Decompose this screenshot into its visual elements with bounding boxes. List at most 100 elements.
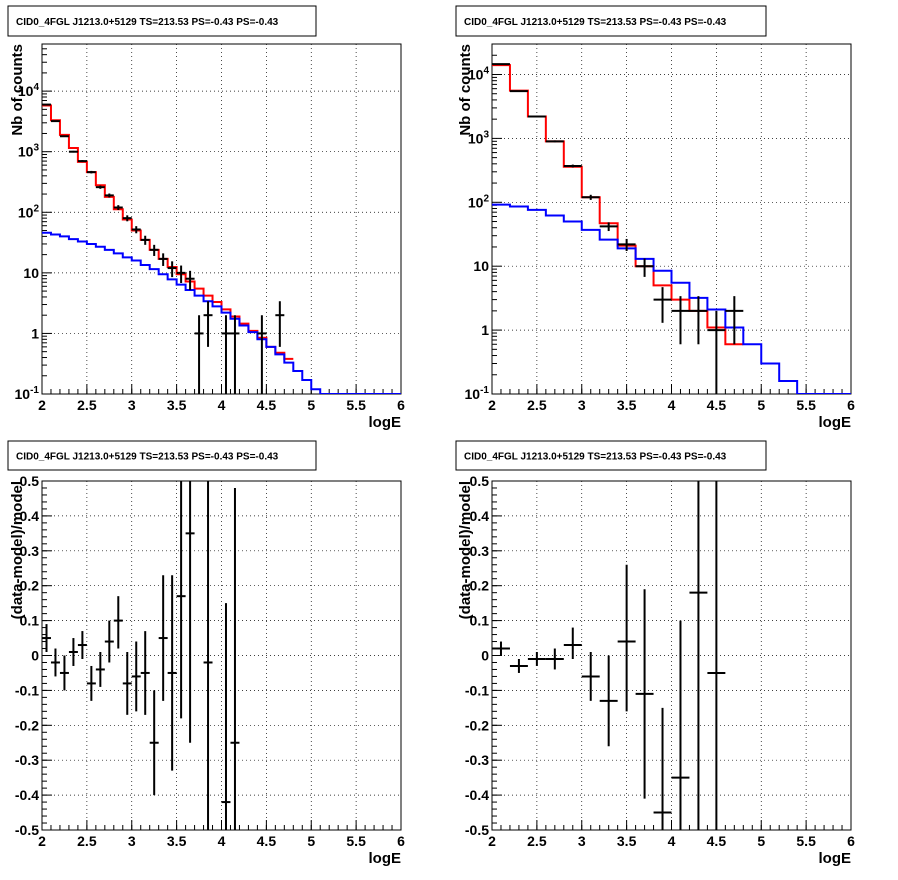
x-tick-label: 2 (38, 397, 46, 413)
y-tick-label: -0.4 (465, 787, 489, 803)
series-background-line (492, 203, 851, 394)
title-box (7, 5, 317, 37)
chart-title: CID0_4FGL J1213.0+5129 TS=213.53 PS=-0.4… (464, 17, 727, 28)
y-tick-label: 0 (31, 648, 39, 664)
chart-title: CID0_4FGL J1213.0+5129 TS=213.53 PS=-0.4… (16, 17, 279, 28)
y-tick-label: 10 (23, 265, 39, 281)
y-tick-label: -0.2 (15, 717, 39, 733)
title-box (7, 440, 317, 471)
y-tick-label: 102 (18, 203, 40, 220)
x-axis-title: logE (819, 414, 852, 431)
x-tick-label: 3.5 (167, 833, 187, 849)
y-tick-label: 103 (18, 143, 40, 160)
series-background-line (42, 231, 401, 394)
y-tick-label: 104 (18, 82, 40, 99)
x-tick-label: 4.5 (707, 833, 727, 849)
y-axis-title: (data-model)/model (9, 481, 26, 619)
x-tick-label: 3 (128, 833, 136, 849)
y-tick-label: 103 (468, 129, 490, 146)
y-tick-label: 0.2 (20, 578, 40, 594)
y-tick-label: 10-1 (465, 385, 490, 402)
x-tick-label: 4.5 (257, 397, 277, 413)
chart-title: CID0_4FGL J1213.0+5129 TS=213.53 PS=-0.4… (464, 452, 727, 463)
x-tick-label: 6 (847, 833, 855, 849)
y-tick-label: 1 (31, 325, 39, 341)
x-tick-label: 5.5 (796, 397, 816, 413)
x-tick-label: 5 (307, 833, 315, 849)
x-tick-label: 2.5 (77, 397, 97, 413)
x-tick-label: 3 (578, 397, 586, 413)
plot-area (492, 481, 726, 830)
x-tick-label: 5 (307, 397, 315, 413)
y-axis-title: Nb of counts (457, 44, 474, 136)
x-tick-label: 3.5 (617, 833, 637, 849)
x-tick-label: 4 (668, 397, 676, 413)
y-tick-label: 10-1 (15, 385, 40, 402)
y-tick-label: -0.2 (465, 717, 489, 733)
y-tick-label: 0.3 (470, 543, 490, 559)
series-total-line (42, 104, 294, 360)
x-tick-label: 4 (218, 833, 226, 849)
x-tick-label: 2 (488, 397, 496, 413)
x-tick-label: 2.5 (527, 397, 547, 413)
y-tick-label: -0.4 (15, 787, 39, 803)
plot-area (42, 103, 401, 394)
y-tick-label: 0 (481, 648, 489, 664)
x-tick-label: 3 (578, 833, 586, 849)
y-axis-title: Nb of counts (9, 44, 26, 136)
x-tick-label: 2.5 (77, 833, 97, 849)
x-tick-label: 3.5 (167, 397, 187, 413)
x-tick-label: 6 (397, 833, 405, 849)
x-axis-title: logE (369, 850, 402, 867)
x-tick-label: 4 (218, 397, 226, 413)
y-tick-label: 0.3 (20, 543, 40, 559)
x-tick-label: 6 (847, 397, 855, 413)
x-tick-label: 5.5 (346, 397, 366, 413)
x-tick-label: 2.5 (527, 833, 547, 849)
chart-panel-3: 2 2.5 3 3.5 4 4.5 5 5.5 6 -0.5 -0.4 -0.3 -0.2 -0.1 0 0.… (7, 440, 405, 867)
y-tick-label: 0.1 (20, 613, 40, 629)
plot-area (42, 481, 240, 830)
chart-panel-1: 2 2.5 3 3.5 4 4.5 5 5.5 6 10-1 1 10 102 103 104 logE Nb … (7, 5, 405, 431)
x-tick-label: 5.5 (796, 833, 816, 849)
x-tick-label: 4.5 (257, 833, 277, 849)
x-tick-label: 3.5 (617, 397, 637, 413)
y-tick-label: 0.4 (20, 508, 40, 524)
chart-title: CID0_4FGL J1213.0+5129 TS=213.53 PS=-0.4… (16, 452, 279, 463)
title-box (455, 5, 767, 37)
y-tick-label: -0.5 (465, 822, 489, 838)
y-tick-label: 0.2 (470, 578, 490, 594)
chart-panel-4: 2 2.5 3 3.5 4 4.5 5 5.5 6 -0.5 -0.4 -0.3 -0.2 -0.1 0 0.… (455, 440, 855, 867)
x-tick-label: 4.5 (707, 397, 727, 413)
plot-area (492, 63, 851, 394)
y-tick-label: 0.4 (470, 508, 490, 524)
x-tick-label: 2 (488, 833, 496, 849)
x-axis-title: logE (369, 414, 402, 431)
x-tick-label: 5 (757, 397, 765, 413)
y-tick-label: -0.1 (465, 682, 489, 698)
y-tick-label: 0.5 (470, 473, 490, 489)
y-tick-label: 0.1 (470, 613, 490, 629)
y-tick-label: -0.5 (15, 822, 39, 838)
y-tick-label: -0.1 (15, 682, 39, 698)
y-tick-label: 0.5 (20, 473, 40, 489)
y-tick-label: 1 (481, 322, 489, 338)
y-tick-label: -0.3 (465, 752, 489, 768)
y-axis-title: (data-model)/model (457, 481, 474, 619)
x-tick-label: 5.5 (346, 833, 366, 849)
x-tick-label: 2 (38, 833, 46, 849)
y-tick-label: -0.3 (15, 752, 39, 768)
title-box (455, 440, 767, 471)
y-tick-label: 102 (468, 193, 490, 210)
x-tick-label: 3 (128, 397, 136, 413)
series-total-line (492, 64, 744, 346)
y-tick-label: 104 (468, 65, 490, 82)
x-tick-label: 6 (397, 397, 405, 413)
chart-panel-2: 2 2.5 3 3.5 4 4.5 5 5.5 6 10-1 1 10 102 103 104 logE Nb … (455, 5, 855, 431)
y-tick-label: 10 (473, 258, 489, 274)
x-tick-label: 4 (668, 833, 676, 849)
x-axis-title: logE (819, 850, 852, 867)
x-tick-label: 5 (757, 833, 765, 849)
